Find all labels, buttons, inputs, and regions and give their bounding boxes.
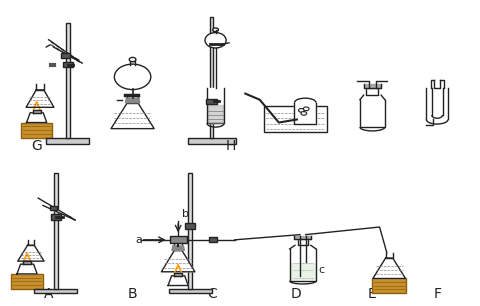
Polygon shape [26, 113, 47, 122]
Polygon shape [18, 245, 44, 261]
Polygon shape [168, 276, 188, 285]
Circle shape [303, 107, 309, 111]
Bar [49, 206, 57, 210]
Text: a: a [135, 235, 142, 245]
Bar [62, 62, 73, 67]
Polygon shape [290, 263, 314, 279]
Bar [206, 99, 216, 104]
FancyBboxPatch shape [12, 274, 43, 289]
Text: E: E [367, 287, 376, 301]
Polygon shape [433, 80, 440, 88]
Bar [169, 236, 186, 244]
Polygon shape [36, 84, 44, 90]
Bar [46, 138, 89, 144]
Polygon shape [359, 100, 384, 127]
Polygon shape [289, 249, 315, 281]
Polygon shape [294, 103, 315, 124]
Bar [210, 17, 213, 138]
Bar [209, 237, 216, 242]
Polygon shape [294, 236, 311, 239]
Circle shape [212, 28, 218, 32]
Polygon shape [26, 90, 54, 107]
Polygon shape [174, 244, 181, 251]
Polygon shape [425, 88, 447, 119]
Text: c: c [318, 265, 324, 275]
Bar [61, 53, 70, 58]
Polygon shape [17, 264, 37, 274]
Polygon shape [48, 40, 82, 63]
Circle shape [300, 112, 306, 115]
Polygon shape [174, 264, 181, 273]
Polygon shape [174, 273, 181, 276]
Polygon shape [23, 261, 31, 264]
Polygon shape [297, 239, 308, 245]
Polygon shape [359, 95, 384, 100]
FancyBboxPatch shape [372, 278, 405, 293]
Polygon shape [171, 246, 184, 251]
Polygon shape [127, 95, 138, 103]
Text: H: H [225, 139, 236, 153]
Text: b: b [181, 209, 189, 219]
Bar [66, 23, 70, 138]
Text: G: G [31, 139, 42, 153]
Polygon shape [33, 101, 40, 110]
Polygon shape [38, 198, 75, 220]
Bar [34, 289, 77, 293]
Circle shape [129, 58, 136, 62]
Text: F: F [432, 287, 440, 301]
Bar [188, 173, 192, 289]
Text: B: B [128, 287, 137, 301]
Polygon shape [363, 84, 380, 88]
Text: D: D [289, 287, 300, 301]
Polygon shape [372, 258, 405, 278]
Polygon shape [207, 105, 223, 123]
Polygon shape [24, 253, 30, 261]
Polygon shape [385, 253, 392, 258]
Polygon shape [33, 110, 40, 113]
FancyBboxPatch shape [21, 122, 52, 138]
Text: A: A [44, 287, 53, 301]
Bar [54, 173, 58, 289]
Bar [168, 289, 211, 293]
Polygon shape [206, 88, 224, 123]
Bar [50, 214, 61, 220]
Text: C: C [206, 287, 216, 301]
Polygon shape [111, 103, 154, 129]
Bar [187, 138, 235, 144]
FancyBboxPatch shape [264, 106, 326, 132]
Polygon shape [366, 88, 378, 95]
Ellipse shape [204, 32, 226, 48]
Ellipse shape [114, 64, 151, 90]
Polygon shape [27, 240, 34, 245]
Circle shape [298, 109, 304, 112]
Polygon shape [161, 251, 194, 272]
Polygon shape [125, 98, 140, 103]
Bar [184, 223, 195, 229]
